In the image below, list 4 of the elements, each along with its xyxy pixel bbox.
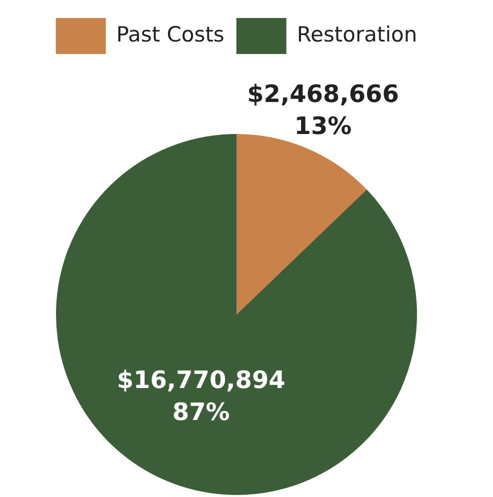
legend-label: Past Costs [116,22,224,46]
legend-label: Restoration [296,22,418,46]
data-label: $16,770,894 87% [116,366,286,426]
data-label: $2,468,666 13% [247,80,399,140]
